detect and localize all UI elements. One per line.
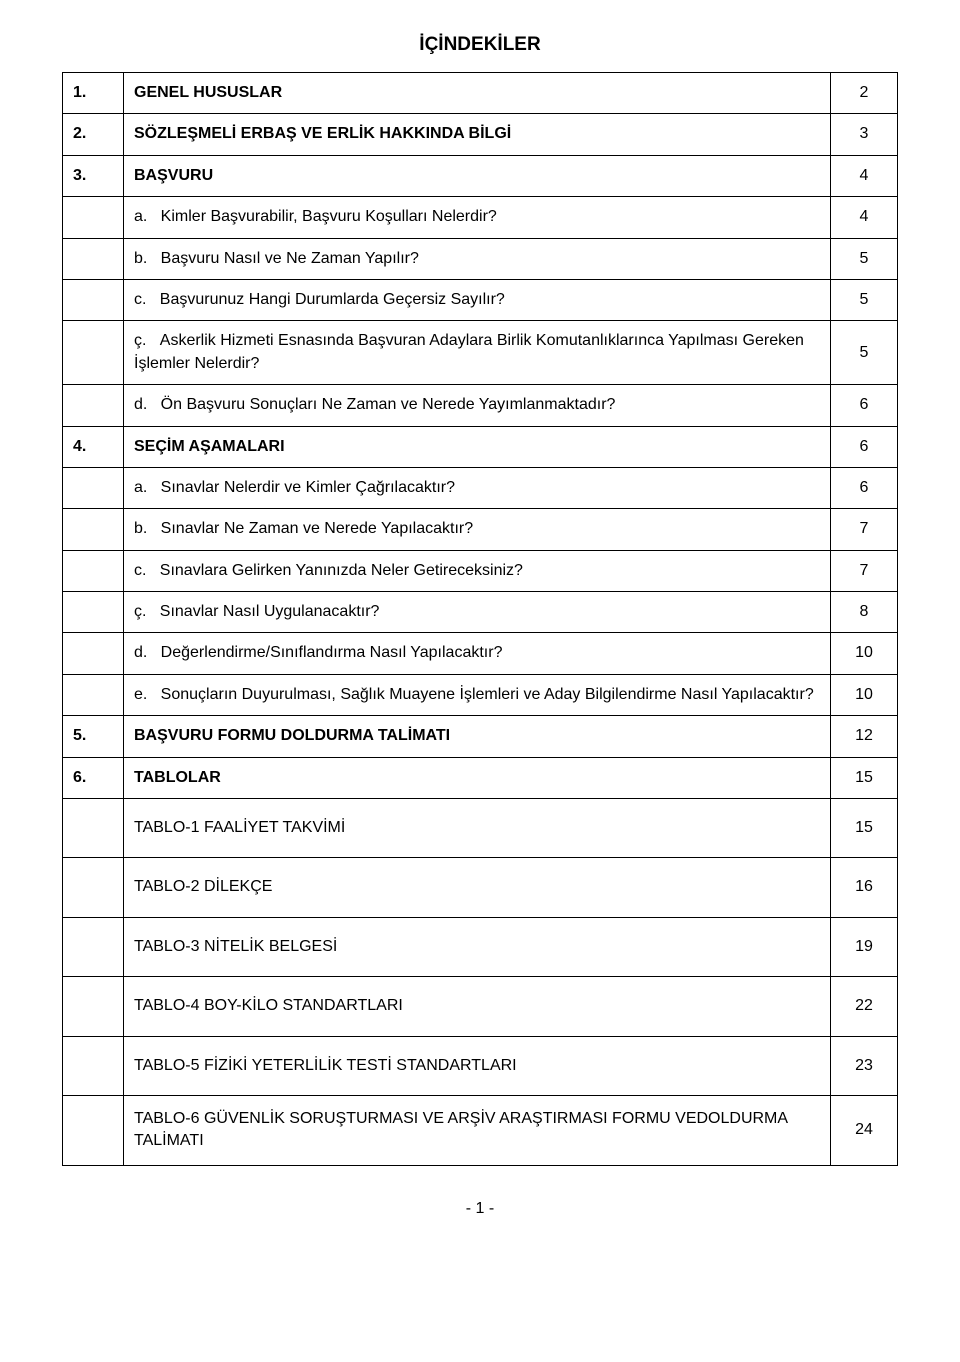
table-row: c. Başvurunuz Hangi Durumlarda Geçersiz … [63, 279, 898, 320]
row-page: 6 [831, 426, 898, 467]
row-index [63, 385, 124, 426]
row-text: ç. Askerlik Hizmeti Esnasında Başvuran A… [124, 321, 831, 385]
row-index [63, 799, 124, 858]
table-row: 3.BAŞVURU4 [63, 155, 898, 196]
row-index [63, 197, 124, 238]
row-page: 2 [831, 73, 898, 114]
row-index: 3. [63, 155, 124, 196]
row-index [63, 467, 124, 508]
row-index [63, 674, 124, 715]
row-index [63, 279, 124, 320]
row-text: d. Ön Başvuru Sonuçları Ne Zaman ve Nere… [124, 385, 831, 426]
row-text: TABLO-4 BOY-KİLO STANDARTLARI [124, 977, 831, 1036]
row-text: TABLO-2 DİLEKÇE [124, 858, 831, 917]
row-index [63, 321, 124, 385]
row-text: TABLO-5 FİZİKİ YETERLİLİK TESTİ STANDART… [124, 1036, 831, 1095]
row-page: 12 [831, 716, 898, 757]
table-row: TABLO-6 GÜVENLİK SORUŞTURMASI VE ARŞİV A… [63, 1095, 898, 1165]
row-page: 5 [831, 321, 898, 385]
table-row: e. Sonuçların Duyurulması, Sağlık Muayen… [63, 674, 898, 715]
row-text: GENEL HUSUSLAR [124, 73, 831, 114]
table-row: 6.TABLOLAR15 [63, 757, 898, 798]
row-text: TABLOLAR [124, 757, 831, 798]
table-row: d. Değerlendirme/Sınıflandırma Nasıl Yap… [63, 633, 898, 674]
toc-table: 1.GENEL HUSUSLAR22.SÖZLEŞMELİ ERBAŞ VE E… [62, 72, 898, 1166]
row-text: BAŞVURU [124, 155, 831, 196]
row-page: 8 [831, 592, 898, 633]
row-text: SEÇİM AŞAMALARI [124, 426, 831, 467]
table-row: 2.SÖZLEŞMELİ ERBAŞ VE ERLİK HAKKINDA BİL… [63, 114, 898, 155]
row-page: 6 [831, 385, 898, 426]
row-index [63, 858, 124, 917]
row-index: 4. [63, 426, 124, 467]
row-text: d. Değerlendirme/Sınıflandırma Nasıl Yap… [124, 633, 831, 674]
table-row: b. Başvuru Nasıl ve Ne Zaman Yapılır?5 [63, 238, 898, 279]
row-text: c. Sınavlara Gelirken Yanınızda Neler Ge… [124, 550, 831, 591]
row-index: 2. [63, 114, 124, 155]
table-row: ç. Askerlik Hizmeti Esnasında Başvuran A… [63, 321, 898, 385]
row-page: 4 [831, 155, 898, 196]
table-row: 5.BAŞVURU FORMU DOLDURMA TALİMATI12 [63, 716, 898, 757]
table-row: d. Ön Başvuru Sonuçları Ne Zaman ve Nere… [63, 385, 898, 426]
row-index: 6. [63, 757, 124, 798]
row-text: a. Kimler Başvurabilir, Başvuru Koşullar… [124, 197, 831, 238]
row-page: 19 [831, 917, 898, 976]
row-text: b. Başvuru Nasıl ve Ne Zaman Yapılır? [124, 238, 831, 279]
row-index [63, 977, 124, 1036]
row-index [63, 1095, 124, 1165]
row-text: TABLO-1 FAALİYET TAKVİMİ [124, 799, 831, 858]
row-index [63, 1036, 124, 1095]
row-text: SÖZLEŞMELİ ERBAŞ VE ERLİK HAKKINDA BİLGİ [124, 114, 831, 155]
row-page: 10 [831, 633, 898, 674]
table-row: ç. Sınavlar Nasıl Uygulanacaktır?8 [63, 592, 898, 633]
table-row: c. Sınavlara Gelirken Yanınızda Neler Ge… [63, 550, 898, 591]
row-index [63, 633, 124, 674]
row-text: e. Sonuçların Duyurulması, Sağlık Muayen… [124, 674, 831, 715]
row-text: c. Başvurunuz Hangi Durumlarda Geçersiz … [124, 279, 831, 320]
row-page: 6 [831, 467, 898, 508]
row-text: BAŞVURU FORMU DOLDURMA TALİMATI [124, 716, 831, 757]
table-row: TABLO-5 FİZİKİ YETERLİLİK TESTİ STANDART… [63, 1036, 898, 1095]
row-index [63, 550, 124, 591]
row-text: TABLO-3 NİTELİK BELGESİ [124, 917, 831, 976]
row-index [63, 592, 124, 633]
row-text: TABLO-6 GÜVENLİK SORUŞTURMASI VE ARŞİV A… [124, 1095, 831, 1165]
row-page: 23 [831, 1036, 898, 1095]
row-text: a. Sınavlar Nelerdir ve Kimler Çağrılaca… [124, 467, 831, 508]
row-index [63, 509, 124, 550]
table-row: TABLO-2 DİLEKÇE16 [63, 858, 898, 917]
table-row: a. Kimler Başvurabilir, Başvuru Koşullar… [63, 197, 898, 238]
row-page: 15 [831, 757, 898, 798]
row-text: ç. Sınavlar Nasıl Uygulanacaktır? [124, 592, 831, 633]
row-text: b. Sınavlar Ne Zaman ve Nerede Yapılacak… [124, 509, 831, 550]
row-page: 3 [831, 114, 898, 155]
row-page: 16 [831, 858, 898, 917]
row-page: 22 [831, 977, 898, 1036]
row-page: 7 [831, 550, 898, 591]
table-row: 4.SEÇİM AŞAMALARI6 [63, 426, 898, 467]
row-index [63, 917, 124, 976]
row-page: 4 [831, 197, 898, 238]
row-page: 5 [831, 279, 898, 320]
table-row: TABLO-3 NİTELİK BELGESİ19 [63, 917, 898, 976]
row-page: 10 [831, 674, 898, 715]
table-row: TABLO-1 FAALİYET TAKVİMİ15 [63, 799, 898, 858]
row-text-line1: TABLO-6 GÜVENLİK SORUŞTURMASI VE ARŞİV A… [134, 1110, 696, 1127]
row-index [63, 238, 124, 279]
table-row: TABLO-4 BOY-KİLO STANDARTLARI22 [63, 977, 898, 1036]
row-page: 24 [831, 1095, 898, 1165]
row-page: 5 [831, 238, 898, 279]
table-row: a. Sınavlar Nelerdir ve Kimler Çağrılaca… [63, 467, 898, 508]
row-page: 15 [831, 799, 898, 858]
table-row: 1.GENEL HUSUSLAR2 [63, 73, 898, 114]
page-number-footer: - 1 - [62, 1200, 898, 1218]
row-index: 5. [63, 716, 124, 757]
row-index: 1. [63, 73, 124, 114]
table-row: b. Sınavlar Ne Zaman ve Nerede Yapılacak… [63, 509, 898, 550]
page-title: İÇİNDEKİLER [62, 34, 898, 56]
row-page: 7 [831, 509, 898, 550]
